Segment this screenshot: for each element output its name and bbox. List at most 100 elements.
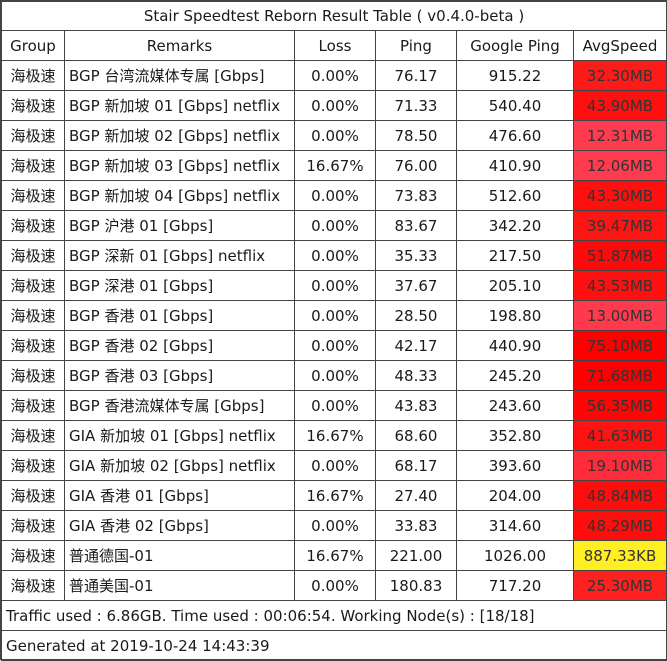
ping-cell: 221.00 [375,540,457,571]
group-cell: 海极速 [1,300,65,331]
avgspeed-cell: 19.10MB [573,450,667,481]
remarks-cell: BGP 香港 02 [Gbps] [64,330,295,361]
remarks-cell: BGP 新加坡 04 [Gbps] netflix [64,180,295,211]
remarks-cell: 普通美国-01 [64,570,295,601]
ping-cell: 68.17 [375,450,457,481]
group-cell: 海极速 [1,180,65,211]
google-ping-cell: 314.60 [456,510,574,541]
remarks-cell: GIA 新加坡 02 [Gbps] netflix [64,450,295,481]
loss-cell: 0.00% [294,570,376,601]
avgspeed-cell: 48.29MB [573,510,667,541]
google-ping-cell: 245.20 [456,360,574,391]
header-row: Group Remarks Loss Ping Google Ping AvgS… [1,30,667,61]
google-ping-cell: 352.80 [456,420,574,451]
avgspeed-cell: 32.30MB [573,60,667,91]
google-ping-cell: 217.50 [456,240,574,271]
remarks-cell: BGP 沪港 01 [Gbps] [64,210,295,241]
avgspeed-cell: 41.63MB [573,420,667,451]
ping-cell: 43.83 [375,390,457,421]
loss-cell: 0.00% [294,90,376,121]
group-cell: 海极速 [1,450,65,481]
loss-cell: 0.00% [294,300,376,331]
table-row: 海极速 BGP 新加坡 04 [Gbps] netflix 0.00% 73.83 51… [1,180,667,211]
avgspeed-cell: 12.31MB [573,120,667,151]
table-row: 海极速 GIA 新加坡 01 [Gbps] netflix 16.67% 68.60 3… [1,420,667,451]
ping-cell: 71.33 [375,90,457,121]
loss-cell: 0.00% [294,510,376,541]
avgspeed-cell: 51.87MB [573,240,667,271]
loss-cell: 0.00% [294,240,376,271]
avgspeed-cell: 75.10MB [573,330,667,361]
remarks-cell: BGP 新加坡 01 [Gbps] netflix [64,90,295,121]
group-cell: 海极速 [1,60,65,91]
loss-cell: 0.00% [294,270,376,301]
generated-timestamp: Generated at 2019-10-24 14:43:39 [1,630,667,661]
ping-cell: 78.50 [375,120,457,151]
header-remarks: Remarks [64,30,295,61]
google-ping-cell: 342.20 [456,210,574,241]
remarks-cell: BGP 新加坡 02 [Gbps] netflix [64,120,295,151]
ping-cell: 42.17 [375,330,457,361]
loss-cell: 0.00% [294,330,376,361]
group-cell: 海极速 [1,390,65,421]
avgspeed-cell: 13.00MB [573,300,667,331]
table-row: 海极速 BGP 香港 03 [Gbps] 0.00% 48.33 245.20 71.68… [1,360,667,391]
ping-cell: 27.40 [375,480,457,511]
loss-cell: 0.00% [294,120,376,151]
traffic-row: Traffic used : 6.86GB. Time used : 00:06… [1,600,667,631]
ping-cell: 37.67 [375,270,457,301]
google-ping-cell: 540.40 [456,90,574,121]
google-ping-cell: 1026.00 [456,540,574,571]
remarks-cell: GIA 新加坡 01 [Gbps] netflix [64,420,295,451]
google-ping-cell: 205.10 [456,270,574,301]
remarks-cell: BGP 香港 03 [Gbps] [64,360,295,391]
remarks-cell: BGP 新加坡 03 [Gbps] netflix [64,150,295,181]
header-ping: Ping [375,30,457,61]
loss-cell: 0.00% [294,180,376,211]
avgspeed-cell: 887.33KB [573,540,667,571]
ping-cell: 35.33 [375,240,457,271]
header-loss: Loss [294,30,376,61]
google-ping-cell: 717.20 [456,570,574,601]
ping-cell: 83.67 [375,210,457,241]
avgspeed-cell: 48.84MB [573,480,667,511]
loss-cell: 0.00% [294,390,376,421]
remarks-cell: 普通德国-01 [64,540,295,571]
google-ping-cell: 243.60 [456,390,574,421]
remarks-cell: GIA 香港 02 [Gbps] [64,510,295,541]
avgspeed-cell: 25.30MB [573,570,667,601]
google-ping-cell: 393.60 [456,450,574,481]
avgspeed-cell: 43.53MB [573,270,667,301]
avgspeed-cell: 12.06MB [573,150,667,181]
google-ping-cell: 512.60 [456,180,574,211]
loss-cell: 16.67% [294,420,376,451]
avgspeed-cell: 43.30MB [573,180,667,211]
ping-cell: 68.60 [375,420,457,451]
group-cell: 海极速 [1,480,65,511]
group-cell: 海极速 [1,420,65,451]
generated-row: Generated at 2019-10-24 14:43:39 [1,630,667,661]
google-ping-cell: 204.00 [456,480,574,511]
group-cell: 海极速 [1,270,65,301]
table-row: 海极速 BGP 深新 01 [Gbps] netflix 0.00% 35.33 217… [1,240,667,271]
remarks-cell: BGP 香港 01 [Gbps] [64,300,295,331]
table-row: 海极速 BGP 沪港 01 [Gbps] 0.00% 83.67 342.20 39.47… [1,210,667,241]
ping-cell: 28.50 [375,300,457,331]
avgspeed-cell: 43.90MB [573,90,667,121]
traffic-summary: Traffic used : 6.86GB. Time used : 00:06… [1,600,667,631]
group-cell: 海极速 [1,90,65,121]
header-google-ping: Google Ping [456,30,574,61]
ping-cell: 180.83 [375,570,457,601]
table-row: 海极速 BGP 香港 01 [Gbps] 0.00% 28.50 198.80 13.00… [1,300,667,331]
title-row: Stair Speedtest Reborn Result Table ( v0… [1,1,667,31]
remarks-cell: BGP 香港流媒体专属 [Gbps] [64,390,295,421]
header-group: Group [1,30,65,61]
ping-cell: 33.83 [375,510,457,541]
google-ping-cell: 440.90 [456,330,574,361]
table-title: Stair Speedtest Reborn Result Table ( v0… [1,1,667,31]
table-row: 海极速 普通德国-01 16.67% 221.00 1026.00 887.33KB [1,540,667,571]
remarks-cell: GIA 香港 01 [Gbps] [64,480,295,511]
table-row: 海极速 GIA 香港 02 [Gbps] 0.00% 33.83 314.60 48.29… [1,510,667,541]
table-row: 海极速 BGP 新加坡 02 [Gbps] netflix 0.00% 78.50 47… [1,120,667,151]
